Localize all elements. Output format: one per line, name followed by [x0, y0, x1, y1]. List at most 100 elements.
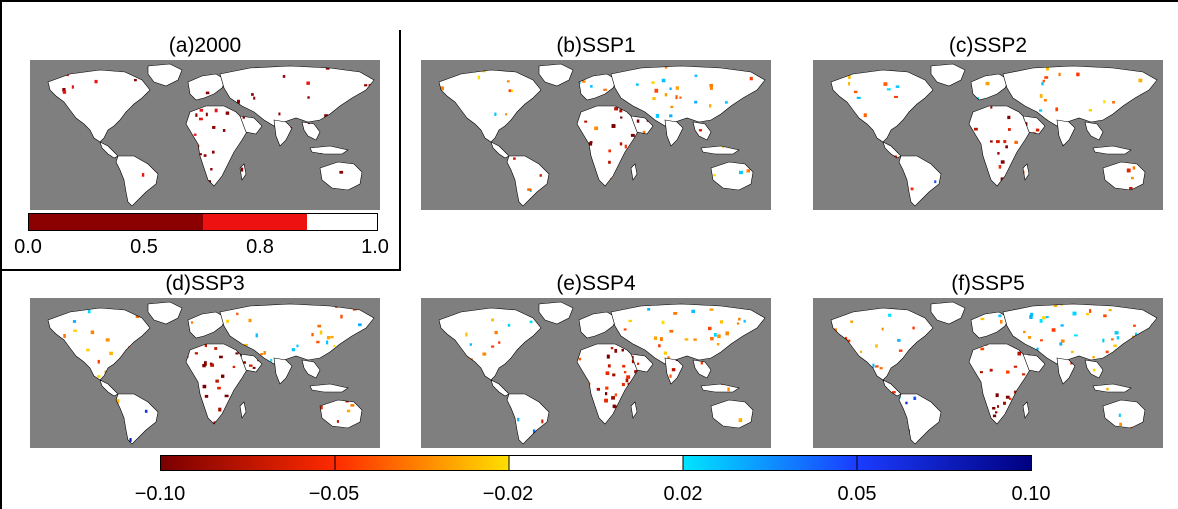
grid-cell — [584, 120, 588, 123]
grid-cell — [853, 90, 858, 94]
grid-cell — [635, 83, 639, 86]
grid-cell — [527, 188, 532, 191]
grid-cell — [282, 75, 286, 78]
grid-cell — [675, 95, 678, 100]
grid-cell — [579, 81, 581, 84]
grid-cell — [1041, 82, 1044, 86]
land-europe — [579, 74, 617, 100]
coastline-southAmerica — [115, 155, 159, 207]
grid-cell — [603, 88, 607, 91]
grid-cell — [1088, 109, 1093, 112]
grid-cell — [722, 146, 725, 148]
coastline-greenland — [930, 63, 966, 87]
grid-cell — [990, 140, 993, 143]
grid-cell — [205, 91, 210, 95]
grid-cell — [594, 126, 599, 131]
grid-cell — [582, 80, 586, 83]
grid-cell — [998, 165, 1002, 169]
coastline-india — [273, 119, 293, 147]
land-centralAmerica — [491, 142, 509, 158]
grid-cell — [510, 89, 514, 93]
grid-cell — [664, 66, 668, 69]
grid-cell — [630, 133, 635, 137]
grid-cell — [1138, 78, 1143, 83]
panel-b: (b)SSP1 — [421, 34, 771, 214]
grid-cell — [225, 111, 230, 115]
land-europe — [971, 74, 1009, 100]
grid-cell — [1014, 140, 1018, 144]
panel-a-divider-horizontal — [2, 269, 401, 271]
grid-cell — [863, 113, 867, 118]
coastline-centralAmerica — [882, 141, 902, 159]
grid-cell — [306, 81, 310, 85]
grid-cell — [608, 160, 611, 164]
land-centralAmerica — [100, 142, 118, 158]
grid-cell — [242, 116, 245, 119]
grid-cell — [71, 85, 74, 89]
grid-cell — [240, 167, 244, 172]
land-africa — [969, 106, 1031, 186]
panel-b-title: (b)SSP1 — [556, 34, 636, 57]
panel-a: (a)2000 — [30, 34, 380, 214]
coastline-africa — [968, 105, 1032, 187]
coastline-madagascar — [239, 163, 247, 181]
grid-cell — [712, 174, 716, 177]
grid-cell — [325, 67, 330, 70]
grid-cell — [62, 90, 67, 94]
panel-a-divider-vertical — [399, 30, 401, 270]
grid-cell — [199, 108, 204, 112]
land-asia — [611, 66, 765, 126]
grid-cell — [848, 75, 851, 79]
grid-cell — [619, 109, 623, 113]
grid-cell — [588, 142, 593, 146]
grid-cell — [652, 97, 656, 101]
grid-cell — [664, 93, 668, 97]
figure-frame-left — [0, 0, 2, 509]
grid-cell — [886, 88, 891, 91]
grid-cell — [278, 112, 281, 116]
grid-cell — [934, 180, 937, 184]
coastline-northAmerica — [47, 69, 151, 143]
coastline-northAmerica — [830, 69, 934, 143]
grid-cell — [694, 74, 698, 77]
land-northAmerica — [831, 70, 933, 142]
coastline-greenland — [147, 63, 183, 87]
coastline-madagascar — [630, 163, 638, 181]
grid-cell — [1076, 72, 1080, 77]
grid-cell — [856, 96, 861, 99]
grid-cell — [1035, 128, 1040, 132]
land-africa — [577, 106, 639, 186]
grid-cell — [996, 140, 1000, 144]
coastline-seAsia — [692, 121, 712, 141]
panel-c: (c)SSP2 — [813, 34, 1163, 214]
map-panel-b — [421, 60, 771, 210]
coastline-southAmerica — [506, 155, 550, 207]
grid-cell — [910, 187, 914, 191]
grid-cell — [203, 154, 207, 157]
coastline-india — [664, 119, 684, 147]
figure-frame-top — [0, 0, 1178, 2]
grid-cell — [1039, 94, 1043, 98]
grid-cell — [894, 95, 898, 98]
grid-cell — [990, 106, 993, 109]
grid-cell — [539, 174, 542, 177]
grid-cell — [506, 80, 510, 83]
coastline-centralAmerica — [99, 141, 119, 159]
coastline-seAsia — [301, 121, 321, 141]
grid-cell — [494, 112, 497, 116]
grid-cell — [1005, 145, 1008, 149]
coastline-asia — [1002, 65, 1158, 127]
map-panel-a — [30, 60, 380, 210]
grid-cell — [1042, 79, 1045, 83]
grid-cell — [193, 133, 197, 136]
land-asia — [220, 66, 374, 126]
land-australia — [711, 162, 753, 190]
grid-cell — [253, 96, 256, 100]
grid-cell — [141, 173, 145, 177]
grid-cell — [1055, 107, 1059, 112]
grid-cell — [669, 114, 673, 118]
land-seAsia — [302, 122, 320, 140]
coastline-europe — [578, 73, 618, 101]
grid-cell — [614, 107, 619, 111]
grid-cell — [199, 117, 203, 121]
